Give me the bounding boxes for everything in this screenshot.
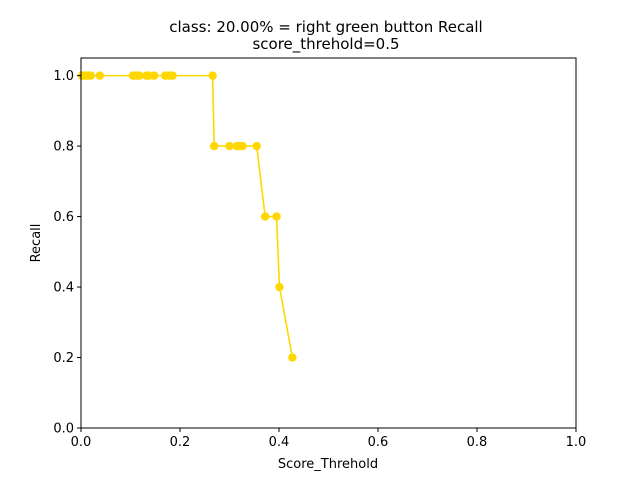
chart-title-line2: score_threhold=0.5 — [252, 35, 399, 54]
data-point — [288, 353, 297, 362]
chart-title-line1: class: 20.00% = right green button Recal… — [169, 18, 482, 36]
data-point — [150, 71, 159, 80]
x-tick-label: 0.6 — [368, 435, 389, 450]
y-tick-label: 0.6 — [53, 210, 74, 225]
data-point — [168, 71, 177, 80]
data-point — [252, 141, 261, 151]
x-tick-label: 1.0 — [566, 435, 587, 450]
data-point — [135, 71, 144, 80]
y-tick-label: 0.2 — [53, 351, 74, 366]
x-tick-label: 0.4 — [269, 435, 290, 450]
y-tick-label: 0.4 — [53, 281, 74, 296]
data-point — [209, 141, 219, 151]
data-point — [238, 141, 247, 151]
plot-frame — [80, 57, 577, 429]
data-point — [208, 71, 217, 80]
y-tick-label: 1.0 — [53, 69, 74, 84]
data-point — [86, 71, 96, 80]
y-tick-label: 0.0 — [53, 422, 74, 437]
plot-area — [81, 58, 576, 428]
y-tick-label: 0.8 — [53, 140, 74, 155]
x-tick-label: 0.0 — [71, 435, 92, 450]
data-point — [95, 71, 105, 80]
x-axis-label: Score_Threhold — [278, 457, 378, 472]
x-tick-label: 0.8 — [467, 435, 488, 450]
data-point — [260, 212, 270, 221]
y-axis-label: Recall — [29, 224, 44, 263]
ticks-layer: 0.0 0.2 0.4 0.6 0.8 1.0 0.0 0.2 0.4 0.6 0.8 1.0 — [53, 69, 586, 450]
x-tick-label: 0.2 — [170, 435, 191, 450]
data-point — [225, 141, 234, 151]
data-point — [272, 212, 281, 221]
series-layer — [77, 71, 297, 362]
data-point — [275, 282, 284, 292]
